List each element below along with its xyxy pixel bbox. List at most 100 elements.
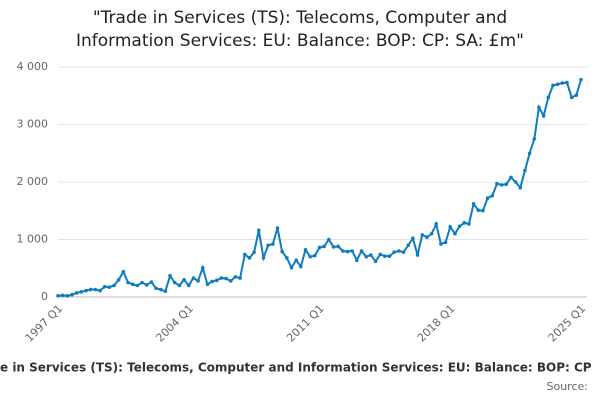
data-point xyxy=(285,256,289,260)
data-point xyxy=(205,282,210,287)
data-point xyxy=(214,278,219,283)
data-point xyxy=(448,225,453,229)
data-point xyxy=(518,185,523,190)
data-point xyxy=(60,293,65,298)
data-point xyxy=(359,249,364,253)
data-point xyxy=(186,283,191,288)
data-point xyxy=(411,236,415,241)
data-point xyxy=(130,282,135,287)
data-point xyxy=(546,95,551,100)
data-point xyxy=(355,258,359,263)
data-point xyxy=(238,276,242,280)
data-point xyxy=(415,253,420,257)
data-point xyxy=(98,288,102,293)
source: Source: xyxy=(547,380,589,393)
data-point xyxy=(490,194,495,198)
data-point xyxy=(457,224,462,229)
data-point xyxy=(537,105,541,110)
data-point xyxy=(579,77,583,82)
x-tick-label: 2018 Q1 xyxy=(415,302,458,345)
data-point xyxy=(289,265,294,270)
data-point xyxy=(210,279,214,284)
x-tick-label: 2004 Q1 xyxy=(153,302,196,345)
data-point xyxy=(271,242,275,246)
data-point xyxy=(429,231,434,236)
data-point xyxy=(275,226,280,230)
data-point xyxy=(439,242,443,246)
data-point xyxy=(252,250,256,254)
data-point xyxy=(569,95,574,100)
data-point xyxy=(495,181,499,186)
data-point xyxy=(327,237,331,242)
data-point xyxy=(261,256,266,260)
data-point xyxy=(93,287,98,292)
chart-title: Information Services: EU: Balance: BOP: … xyxy=(76,31,524,51)
data-point xyxy=(299,264,303,269)
data-point xyxy=(88,287,93,292)
data-point xyxy=(224,276,228,281)
data-point xyxy=(331,245,336,249)
data-point xyxy=(369,253,373,257)
data-point xyxy=(373,259,378,264)
y-tick-label: 3 000 xyxy=(17,118,49,131)
data-point xyxy=(527,151,532,156)
data-point xyxy=(154,286,158,291)
data-point xyxy=(196,279,200,283)
data-point xyxy=(555,82,560,87)
x-tick-label: 2011 Q1 xyxy=(284,302,327,345)
data-point xyxy=(313,253,317,258)
data-point xyxy=(471,202,476,206)
data-point xyxy=(434,222,439,226)
data-point xyxy=(135,283,140,288)
data-point xyxy=(65,294,70,298)
data-point xyxy=(364,254,368,259)
data-point xyxy=(565,80,569,85)
data-point xyxy=(541,114,546,118)
data-point xyxy=(378,252,383,257)
data-point xyxy=(387,254,392,258)
data-point xyxy=(560,81,565,85)
data-point xyxy=(513,180,518,184)
data-point xyxy=(126,280,130,285)
data-point xyxy=(509,175,513,180)
data-point xyxy=(392,250,397,254)
x-tick-label: 2025 Q1 xyxy=(546,302,589,345)
data-point xyxy=(425,235,429,239)
data-point xyxy=(84,288,88,293)
data-point xyxy=(172,280,177,285)
data-point xyxy=(158,287,163,292)
data-point xyxy=(182,277,186,282)
data-point xyxy=(443,240,448,245)
data-point xyxy=(112,283,116,288)
x-tick-label: 1997 Q1 xyxy=(23,302,66,345)
data-point xyxy=(350,249,354,253)
y-tick-label: 4 000 xyxy=(17,60,49,73)
data-point xyxy=(523,168,527,173)
data-point xyxy=(294,258,298,263)
data-point xyxy=(406,243,411,248)
data-point xyxy=(499,183,504,187)
data-point xyxy=(481,208,485,213)
data-point xyxy=(574,93,579,97)
data-point xyxy=(476,208,481,212)
data-point xyxy=(551,83,555,88)
data-point xyxy=(144,283,149,287)
data-point xyxy=(345,249,350,254)
data-point xyxy=(397,249,401,253)
legend-entry: e in Services (TS): Telecoms, Computer a… xyxy=(0,361,592,375)
data-point xyxy=(322,244,326,249)
y-tick-label: 1 000 xyxy=(17,233,49,246)
data-point xyxy=(247,256,252,260)
data-point xyxy=(177,283,182,288)
data-point xyxy=(256,228,261,233)
data-point xyxy=(401,250,406,254)
data-point xyxy=(242,252,247,257)
data-point xyxy=(317,245,322,250)
y-tick-label: 2 000 xyxy=(17,175,49,188)
data-point xyxy=(121,269,126,274)
data-point xyxy=(420,233,425,237)
data-point xyxy=(336,244,340,249)
data-point xyxy=(453,231,457,236)
data-point xyxy=(168,273,172,278)
